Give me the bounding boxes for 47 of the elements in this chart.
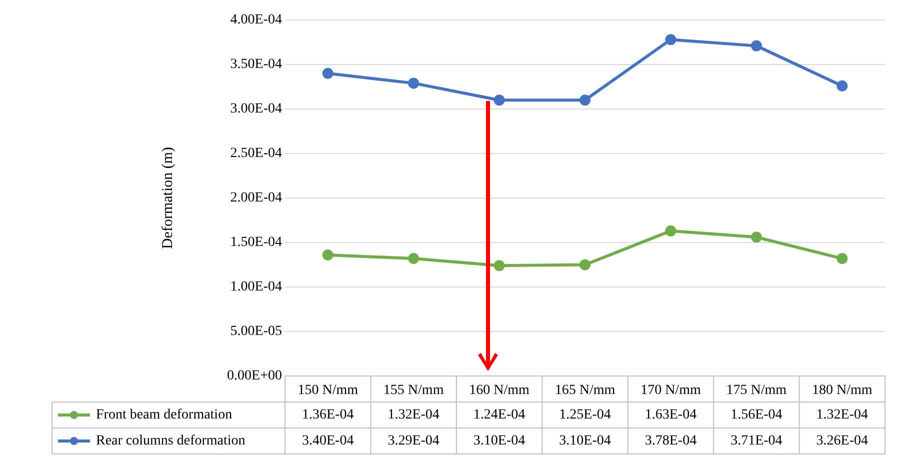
y-tick-label: 1.50E-04 (230, 235, 282, 250)
x-tick-label: 155 N/mm (383, 383, 444, 398)
legend-label: Rear columns deformation (96, 434, 246, 449)
point (322, 249, 334, 260)
point (580, 94, 590, 106)
y-tick-label: 2.00E-04 (230, 190, 282, 206)
y-axis-title: Deformation (m) (160, 146, 176, 250)
x-tick-label: 180 N/mm (812, 383, 872, 398)
data-label: 3.29E-04 (388, 434, 440, 449)
y-tick-label: 5.00E-05 (230, 324, 282, 340)
data-label: 3.10E-04 (473, 434, 526, 449)
point (836, 80, 848, 92)
y-tick-label: 4.00E-04 (230, 12, 282, 28)
x-tick-label: 170 N/mm (640, 383, 701, 398)
data-label: 1.25E-04 (559, 408, 611, 423)
data-label: 3.10E-04 (559, 434, 611, 449)
point (494, 94, 505, 106)
x-tick-label: 175 N/mm (726, 383, 787, 398)
y-tick-label: 3.50E-04 (230, 57, 282, 72)
y-tick-label: 3.00E-04 (230, 102, 282, 117)
point (494, 260, 505, 272)
point (665, 34, 676, 46)
data-label: 1.32E-04 (816, 408, 868, 423)
data-label: 3.71E-04 (730, 434, 782, 449)
point (408, 78, 420, 89)
x-tick-label: 150 N/mm (298, 383, 358, 398)
point (322, 68, 334, 79)
y-tick-label: 1.00E-04 (230, 280, 282, 295)
data-label: 1.56E-04 (730, 408, 782, 423)
legend-label: Front beam deformation (96, 408, 232, 423)
point (665, 225, 676, 236)
data-label: 3.40E-04 (302, 434, 354, 449)
data-label: 1.36E-04 (302, 408, 354, 423)
point (750, 40, 762, 52)
point (408, 253, 420, 264)
data-label: 1.24E-04 (473, 408, 526, 423)
point (580, 259, 590, 270)
data-label: 1.63E-04 (644, 408, 697, 423)
y-tick-label: 2.50E-04 (230, 146, 282, 162)
x-tick-label: 160 N/mm (469, 383, 530, 398)
data-label: 3.26E-04 (816, 434, 868, 449)
data-label: 3.78E-04 (644, 434, 697, 449)
point (836, 253, 848, 264)
x-tick-label: 165 N/mm (554, 383, 616, 398)
point (750, 232, 762, 243)
data-label: 1.32E-04 (388, 408, 440, 423)
y-tick-label: 0.00E+00 (227, 368, 282, 384)
